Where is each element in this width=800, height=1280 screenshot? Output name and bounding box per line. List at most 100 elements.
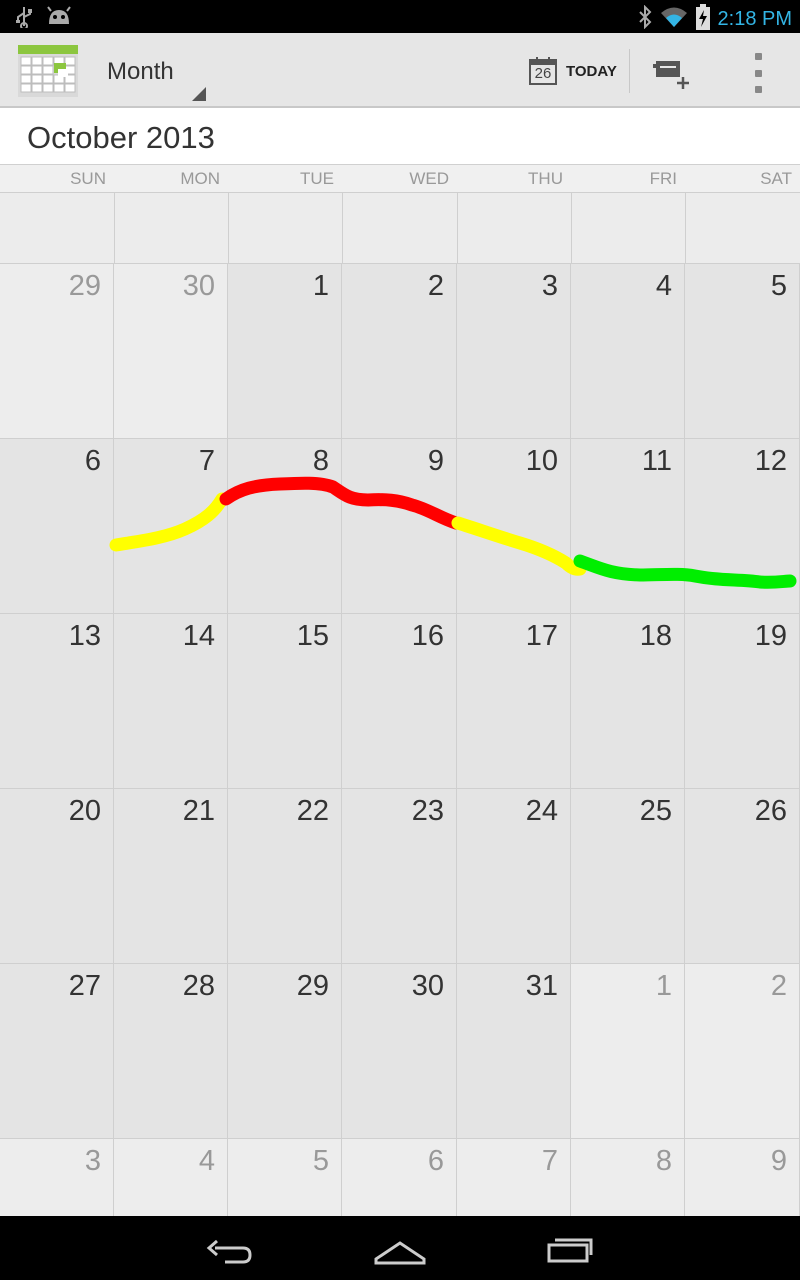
day-names-row: SUN MON TUE WED THU FRI SAT <box>0 165 800 193</box>
spinner-arrow-icon <box>192 87 206 101</box>
day-cell[interactable]: 9 <box>342 439 457 614</box>
day-cell[interactable]: 29 <box>228 964 342 1139</box>
day-cell[interactable]: 15 <box>228 614 342 789</box>
day-number: 7 <box>198 445 215 477</box>
day-number: 25 <box>639 795 672 827</box>
week-row: 29 30 1 2 3 4 5 <box>0 264 800 439</box>
day-cell[interactable]: 30 <box>114 264 228 439</box>
day-cell[interactable]: 26 <box>685 789 800 964</box>
back-icon <box>206 1239 252 1264</box>
day-cell[interactable]: 6 <box>342 1139 457 1216</box>
calendar-app-icon[interactable] <box>18 45 78 97</box>
day-name-tue: TUE <box>300 169 334 188</box>
day-cell[interactable]: 2 <box>342 264 457 439</box>
day-cell[interactable]: 4 <box>571 264 685 439</box>
status-time: 2:18 PM <box>717 8 792 30</box>
day-cell[interactable]: 12 <box>685 439 800 614</box>
calendar-today-icon: 26 <box>528 56 558 86</box>
day-number: 18 <box>639 620 672 652</box>
day-number: 21 <box>182 795 215 827</box>
month-grid[interactable]: 29 30 1 2 3 4 5 6 7 8 9 10 11 12 13 14 15 16 17 18 19 20 21 22 2… <box>0 193 800 1216</box>
day-number: 22 <box>296 795 329 827</box>
status-right-icons: 2:18 PM <box>638 4 792 35</box>
day-cell[interactable]: 19 <box>685 614 800 789</box>
overflow-dot <box>754 86 762 93</box>
day-cell[interactable]: 6 <box>0 439 114 614</box>
day-number: 1 <box>312 270 329 302</box>
day-cell[interactable]: 21 <box>114 789 228 964</box>
home-icon <box>374 1241 426 1265</box>
day-cell[interactable]: 3 <box>0 1139 114 1216</box>
day-number: 13 <box>68 620 101 652</box>
day-number: 4 <box>655 270 672 302</box>
day-cell[interactable]: 9 <box>685 1139 800 1216</box>
today-date-number: 26 <box>534 65 552 82</box>
day-cell[interactable]: 5 <box>685 264 800 439</box>
status-left-icons <box>14 6 72 33</box>
day-cell[interactable]: 18 <box>571 614 685 789</box>
day-cell[interactable]: 24 <box>457 789 571 964</box>
day-cell[interactable]: 31 <box>457 964 571 1139</box>
day-number: 4 <box>198 1145 215 1177</box>
day-cell[interactable]: 16 <box>342 614 457 789</box>
day-cell[interactable]: 8 <box>228 439 342 614</box>
day-number: 16 <box>411 620 444 652</box>
day-cell[interactable]: 5 <box>228 1139 342 1216</box>
day-name-sat: SAT <box>760 169 792 188</box>
week-row: 27 28 29 30 31 1 2 <box>0 964 800 1139</box>
week-row: 20 21 22 23 24 25 26 <box>0 789 800 964</box>
day-cell[interactable]: 25 <box>571 789 685 964</box>
day-name-thu: THU <box>528 169 563 188</box>
week-row: 6 7 8 9 10 11 12 <box>0 439 800 614</box>
day-cell[interactable]: 20 <box>0 789 114 964</box>
day-number: 3 <box>84 1145 101 1177</box>
day-cell[interactable]: 8 <box>571 1139 685 1216</box>
day-number: 5 <box>312 1145 329 1177</box>
day-number: 29 <box>296 970 329 1002</box>
day-cell[interactable]: 17 <box>457 614 571 789</box>
back-button[interactable] <box>190 1228 270 1272</box>
day-cell[interactable]: 10 <box>457 439 571 614</box>
today-button[interactable]: 26 TODAY <box>528 53 624 89</box>
day-number: 9 <box>427 445 444 477</box>
day-cell[interactable]: 22 <box>228 789 342 964</box>
day-number: 27 <box>68 970 101 1002</box>
day-cell[interactable]: 2 <box>685 964 800 1139</box>
action-divider <box>629 49 630 93</box>
day-number: 14 <box>182 620 215 652</box>
day-cell[interactable]: 11 <box>571 439 685 614</box>
day-cell[interactable]: 27 <box>0 964 114 1139</box>
day-name-wed: WED <box>409 169 449 188</box>
navigation-bar <box>0 1216 800 1280</box>
home-button[interactable] <box>360 1228 440 1272</box>
day-cell[interactable]: 4 <box>114 1139 228 1216</box>
recent-apps-button[interactable] <box>530 1228 610 1272</box>
day-number: 29 <box>68 270 101 302</box>
day-cell[interactable]: 1 <box>228 264 342 439</box>
day-number: 12 <box>754 445 787 477</box>
bluetooth-icon <box>638 4 652 34</box>
day-number: 5 <box>770 270 787 302</box>
usb-icon <box>14 6 34 33</box>
overflow-menu-button[interactable] <box>746 53 770 93</box>
day-cell[interactable]: 3 <box>457 264 571 439</box>
day-number: 19 <box>754 620 787 652</box>
day-cell[interactable]: 28 <box>114 964 228 1139</box>
day-number: 30 <box>182 270 215 302</box>
day-cell[interactable]: 23 <box>342 789 457 964</box>
week-row: 13 14 15 16 17 18 19 <box>0 614 800 789</box>
new-event-button[interactable] <box>650 55 694 91</box>
day-cell[interactable]: 13 <box>0 614 114 789</box>
day-cell[interactable]: 14 <box>114 614 228 789</box>
day-number: 7 <box>541 1145 558 1177</box>
month-title: October 2013 <box>27 120 215 155</box>
month-header: October 2013 <box>0 108 800 165</box>
day-number: 28 <box>182 970 215 1002</box>
day-number: 23 <box>411 795 444 827</box>
day-cell[interactable]: 7 <box>114 439 228 614</box>
day-cell[interactable]: 30 <box>342 964 457 1139</box>
day-cell[interactable]: 29 <box>0 264 114 439</box>
day-cell[interactable]: 7 <box>457 1139 571 1216</box>
day-cell[interactable]: 1 <box>571 964 685 1139</box>
view-selector-spinner[interactable]: Month <box>100 51 210 101</box>
